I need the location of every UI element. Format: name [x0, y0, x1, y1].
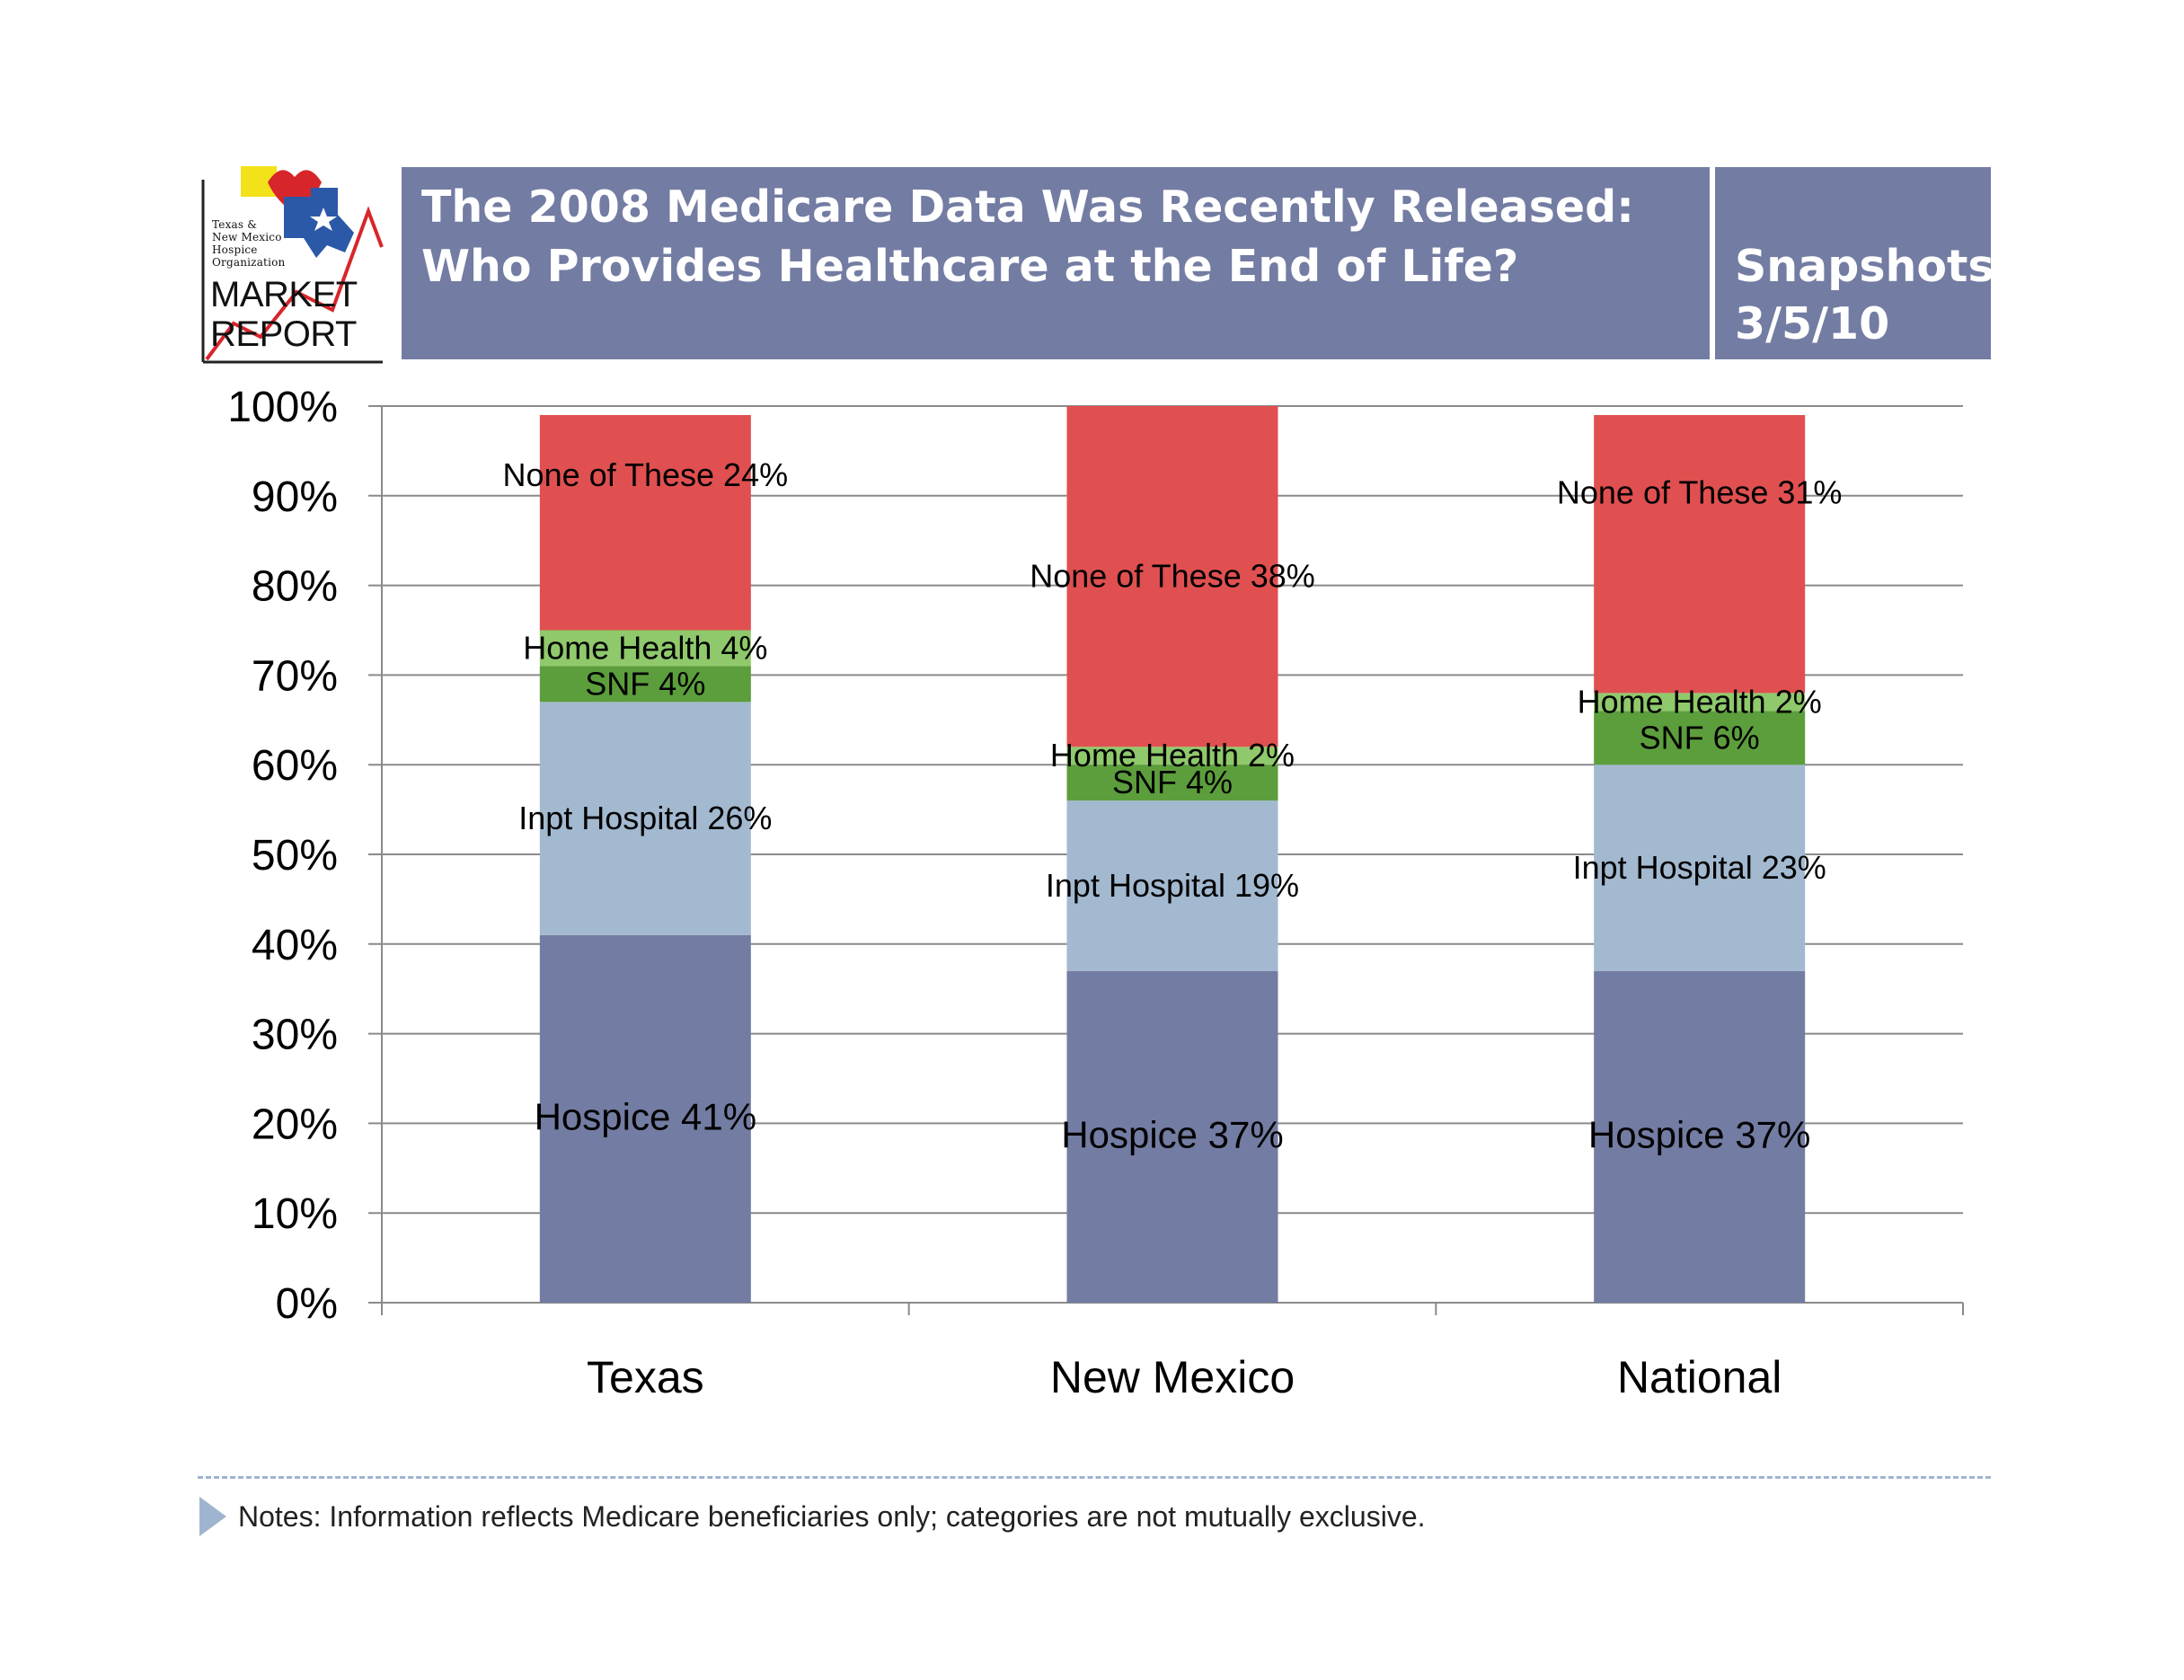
bar-segment	[539, 666, 751, 703]
snapshot-date: 3/5/10	[1735, 298, 1890, 349]
y-tick-label: 10%	[252, 1190, 338, 1238]
data-label: Hospice 37%	[1061, 1113, 1283, 1155]
y-tick-label: 20%	[252, 1101, 338, 1148]
title-banner: The 2008 Medicare Data Was Recently Rele…	[402, 167, 1710, 359]
data-label: SNF 6%	[1640, 719, 1760, 756]
bar-segment	[1066, 747, 1278, 765]
data-label: SNF 4%	[1112, 764, 1233, 800]
data-label: Home Health 4%	[523, 629, 767, 666]
bar-segment	[1066, 970, 1278, 1303]
title-line-2: Who Provides Healthcare at the End of Li…	[421, 241, 1519, 292]
bullet-arrow-icon	[199, 1497, 226, 1536]
notes-divider	[198, 1476, 1991, 1479]
bar-segment	[1594, 765, 1806, 971]
bar-segment	[1594, 711, 1806, 765]
data-label: None of These 24%	[503, 456, 789, 493]
logo-line-3: Hospice	[212, 243, 258, 256]
y-tick-label: 30%	[252, 1012, 338, 1059]
data-label: None of These 31%	[1557, 474, 1843, 511]
x-category-label: Texas	[587, 1352, 704, 1402]
y-tick-label: 90%	[252, 473, 338, 521]
data-label: SNF 4%	[585, 665, 705, 702]
logo-line-2: New Mexico	[212, 231, 282, 243]
title-line-1: The 2008 Medicare Data Was Recently Rele…	[421, 181, 1634, 233]
notes-text: Notes: Information reflects Medicare ben…	[238, 1500, 1426, 1533]
bar-segment	[1066, 406, 1278, 747]
x-category-label: National	[1617, 1352, 1782, 1402]
data-label: Inpt Hospital 19%	[1046, 867, 1299, 904]
x-category-label: New Mexico	[1050, 1352, 1295, 1402]
logo-report: REPORT	[210, 314, 357, 354]
data-label: Inpt Hospital 26%	[518, 800, 772, 836]
y-tick-label: 40%	[252, 922, 338, 969]
bar-segment	[539, 702, 751, 935]
bar-segment	[1594, 693, 1806, 712]
y-tick-label: 100%	[227, 384, 338, 431]
bar-segment	[1066, 800, 1278, 971]
data-label: None of These 38%	[1030, 558, 1315, 595]
data-label: Home Health 2%	[1050, 737, 1295, 774]
bar-segment	[1594, 970, 1806, 1303]
market-report-logo: Texas & New Mexico Hospice Organization …	[198, 157, 386, 368]
snapshot-banner: Snapshots 3/5/10	[1715, 167, 1994, 359]
data-label: Hospice 41%	[535, 1095, 756, 1137]
bar-segment	[539, 414, 751, 631]
y-tick-label: 0%	[276, 1280, 338, 1328]
logo-line-4: Organization	[212, 256, 286, 269]
bar-segment	[1066, 765, 1278, 801]
y-tick-label: 60%	[252, 742, 338, 790]
logo-market: MARKET	[210, 275, 358, 314]
data-label: Hospice 37%	[1588, 1113, 1810, 1155]
logo-line-1: Texas &	[212, 218, 258, 231]
data-label: Home Health 2%	[1578, 683, 1822, 720]
snapshot-label: Snapshots	[1735, 241, 1994, 292]
bar-segment	[539, 630, 751, 667]
y-tick-label: 70%	[252, 652, 338, 700]
y-tick-label: 80%	[252, 563, 338, 611]
logo-graphic	[201, 166, 384, 364]
bar-segment	[539, 934, 751, 1303]
data-label: Inpt Hospital 23%	[1573, 849, 1826, 886]
bar-segment	[1594, 414, 1806, 694]
y-tick-label: 50%	[252, 832, 338, 880]
